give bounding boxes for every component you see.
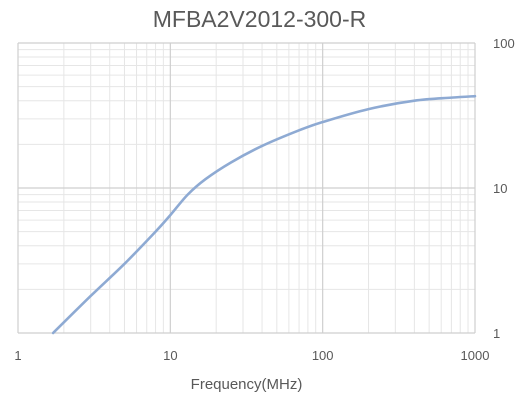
impedance-line: [51, 94, 477, 335]
x-tick-label: 10: [163, 348, 177, 363]
x-axis-label: Frequency(MHz): [190, 376, 303, 393]
y-tick-label: 10: [493, 181, 507, 196]
y-tick-label: 1: [493, 326, 500, 341]
x-tick-label: 1: [14, 348, 21, 363]
x-tick-label: 100: [312, 348, 334, 363]
chart-title: MFBA2V2012-300-R: [152, 6, 367, 32]
y-tick-label: 100: [493, 36, 515, 51]
x-tick-label: 1000: [461, 348, 490, 363]
